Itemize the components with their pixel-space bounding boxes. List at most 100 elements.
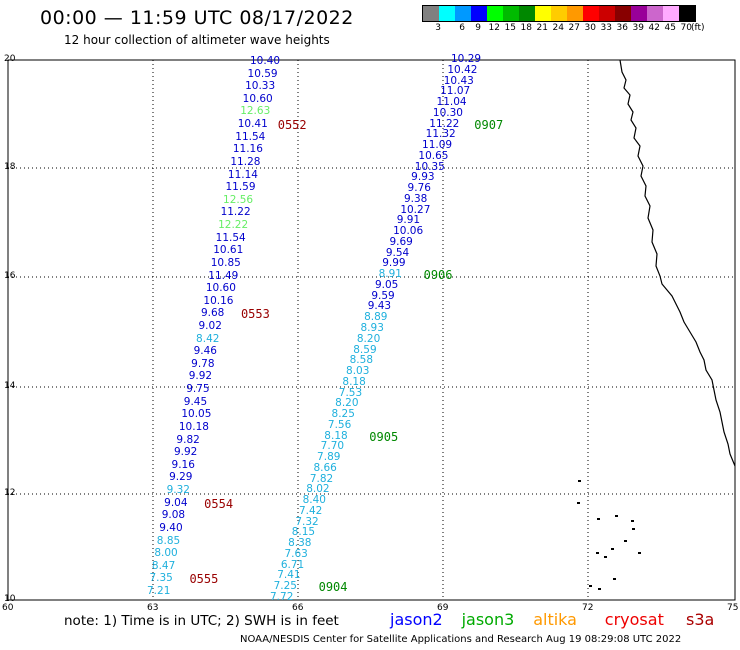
wave-height-value: 10.06	[393, 225, 424, 238]
wave-height-value: 10.42	[447, 63, 478, 76]
wave-height-value: 9.82	[176, 433, 200, 446]
wave-height-value: 9.40	[159, 521, 183, 534]
y-tick-label: 14	[4, 381, 16, 391]
page-subtitle: 12 hour collection of altimeter wave hei…	[64, 33, 330, 47]
wave-height-value: 10.60	[242, 92, 273, 105]
wave-height-value: 7.21	[147, 585, 171, 597]
wave-height-value: 7.32	[295, 515, 319, 528]
scale-label: 45	[664, 23, 676, 33]
wave-height-value: 10.27	[400, 203, 431, 216]
wave-height-value: 10.61	[213, 244, 244, 257]
wave-height-value: 11.54	[235, 130, 266, 143]
wave-height-value: 9.29	[169, 471, 193, 484]
wave-height-value: 9.78	[191, 357, 215, 370]
color-scale-bar	[422, 5, 696, 22]
scale-label: 30	[584, 23, 596, 33]
pass-time-label: 0904	[318, 580, 348, 595]
mission-altika: altika	[533, 610, 577, 629]
wave-height-value: 11.32	[425, 128, 456, 141]
scale-label: 3	[435, 23, 441, 33]
page-title: 00:00 — 11:59 UTC 08/17/2022	[40, 7, 354, 29]
wave-height-value: 8.89	[364, 311, 388, 324]
wave-height-value: 10.60	[205, 282, 236, 295]
wave-height-value: 9.32	[166, 484, 190, 497]
scale-swatch	[455, 6, 471, 21]
wave-height-value: 9.91	[396, 214, 421, 227]
wave-height-value: 10.65	[418, 149, 449, 162]
wave-height-value: 7.41	[277, 569, 301, 582]
y-tick-label: 18	[4, 162, 16, 172]
scale-swatch	[599, 6, 615, 21]
wave-height-value: 9.45	[183, 395, 208, 408]
x-tick-label: 60	[2, 603, 14, 613]
wave-height-value: 9.92	[188, 370, 213, 383]
wave-height-value: 7.82	[309, 472, 334, 485]
scale-label: 6	[459, 23, 465, 33]
wave-height-value: 8.15	[291, 526, 316, 539]
scale-label: 24	[552, 23, 564, 33]
pass-time-label: 0905	[369, 429, 399, 444]
wave-height-value: 10.30	[432, 106, 463, 119]
wave-height-value: 8.58	[349, 354, 374, 367]
x-tick-label: 63	[147, 603, 159, 613]
scale-label: 39	[632, 23, 644, 33]
wave-height-value: 12.22	[218, 219, 249, 232]
wave-height-value: 8.03	[346, 365, 370, 378]
island	[596, 552, 599, 554]
x-tick-label: 75	[727, 603, 739, 613]
coastline	[619, 59, 736, 467]
wave-height-value: 8.47	[151, 559, 176, 572]
scale-swatch	[615, 6, 631, 21]
y-tick-label: 10	[4, 594, 16, 604]
x-tick-label: 69	[437, 603, 449, 613]
wave-height-value: 7.25	[273, 580, 297, 593]
wave-height-value: 8.00	[154, 547, 178, 560]
pass-time-label: 0907	[474, 117, 504, 132]
wave-height-value: 7.56	[327, 418, 352, 431]
wave-height-value: 6.71	[280, 558, 305, 571]
y-tick-label: 12	[4, 488, 16, 498]
island	[577, 502, 580, 504]
scale-label: (ft)	[691, 23, 705, 33]
wave-height-value: 8.02	[306, 483, 330, 496]
pass-time-label: 0906	[423, 268, 453, 283]
scale-swatch	[647, 6, 663, 21]
wave-height-value: 8.18	[324, 429, 348, 442]
y-tick-label: 20	[4, 54, 16, 64]
mission-jason3: jason3	[461, 610, 515, 629]
wave-height-value: 8.42	[196, 332, 220, 345]
wave-height-value: 8.18	[342, 375, 366, 388]
wave-height-value: 11.28	[230, 155, 261, 168]
scale-swatch	[679, 6, 695, 21]
scale-label: 12	[488, 23, 500, 33]
pass-time-label: 0552	[277, 118, 307, 133]
wave-height-value: 10.18	[178, 420, 209, 433]
island	[632, 528, 635, 530]
wave-height-value: 10.40	[250, 55, 281, 67]
note-text: note: 1) Time is in UTC; 2) SWH is in fe…	[64, 613, 339, 629]
wave-height-value: 10.59	[247, 67, 278, 80]
wave-height-value: 10.41	[237, 118, 268, 131]
island	[624, 540, 627, 542]
island	[604, 556, 607, 558]
scale-swatch	[423, 6, 439, 21]
wave-height-value: 8.85	[156, 534, 181, 547]
scale-swatch	[503, 6, 519, 21]
wave-height-value: 9.76	[407, 182, 431, 195]
wave-height-value: 9.02	[198, 320, 222, 332]
scale-label: 15	[504, 23, 516, 33]
island	[631, 520, 634, 522]
wave-height-value: 9.59	[371, 289, 395, 302]
wave-height-value: 9.68	[200, 307, 225, 320]
wave-height-value: 7.89	[317, 451, 341, 464]
wave-height-value: 12.63	[240, 105, 271, 118]
island	[589, 585, 592, 587]
island	[578, 480, 581, 482]
wave-height-value: 9.75	[186, 383, 210, 396]
wave-height-value: 7.35	[149, 572, 173, 585]
wave-height-value: 9.08	[161, 509, 186, 522]
wave-height-value: 8.20	[335, 397, 359, 410]
scale-swatch	[583, 6, 599, 21]
scale-label: 18	[520, 23, 532, 33]
island	[611, 548, 614, 550]
